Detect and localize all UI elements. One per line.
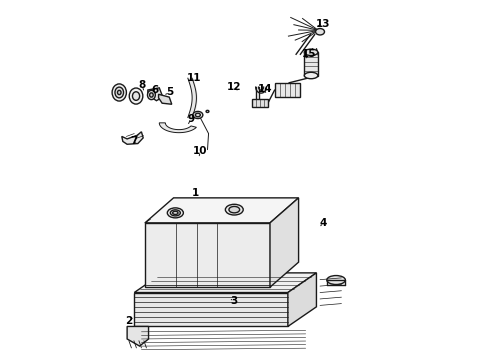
Ellipse shape [167, 208, 183, 218]
Text: 14: 14 [257, 84, 272, 94]
Ellipse shape [316, 28, 324, 35]
Text: 9: 9 [187, 114, 194, 124]
Text: 12: 12 [226, 82, 241, 92]
Text: 8: 8 [139, 80, 146, 90]
Polygon shape [159, 94, 172, 104]
Polygon shape [145, 223, 270, 287]
Polygon shape [148, 88, 163, 101]
Ellipse shape [171, 210, 180, 216]
Ellipse shape [129, 88, 143, 104]
Polygon shape [122, 132, 143, 144]
Ellipse shape [115, 87, 123, 98]
Text: 2: 2 [125, 316, 132, 326]
Ellipse shape [149, 93, 153, 97]
Ellipse shape [304, 72, 318, 79]
Text: 7: 7 [130, 136, 137, 146]
Polygon shape [288, 273, 317, 327]
Ellipse shape [327, 275, 345, 284]
Ellipse shape [118, 90, 121, 95]
Text: 13: 13 [316, 18, 330, 28]
Text: 4: 4 [320, 218, 327, 228]
Ellipse shape [225, 204, 243, 215]
Ellipse shape [112, 84, 126, 101]
Ellipse shape [132, 92, 140, 100]
Polygon shape [134, 273, 317, 293]
Polygon shape [252, 99, 268, 107]
Ellipse shape [196, 113, 200, 117]
Text: 11: 11 [187, 73, 201, 83]
Polygon shape [270, 198, 298, 287]
Text: 15: 15 [302, 49, 317, 59]
Text: 10: 10 [193, 147, 208, 157]
Text: 3: 3 [231, 296, 238, 306]
Ellipse shape [147, 90, 155, 100]
Polygon shape [145, 198, 298, 223]
Polygon shape [134, 293, 288, 327]
Ellipse shape [229, 206, 240, 213]
Text: 1: 1 [192, 188, 198, 198]
Polygon shape [304, 52, 318, 76]
Text: 6: 6 [151, 85, 159, 95]
Ellipse shape [206, 111, 209, 112]
Text: 5: 5 [167, 87, 173, 98]
Ellipse shape [304, 49, 318, 55]
Polygon shape [159, 123, 196, 133]
Ellipse shape [193, 111, 203, 118]
Polygon shape [127, 327, 148, 346]
Polygon shape [275, 83, 300, 97]
